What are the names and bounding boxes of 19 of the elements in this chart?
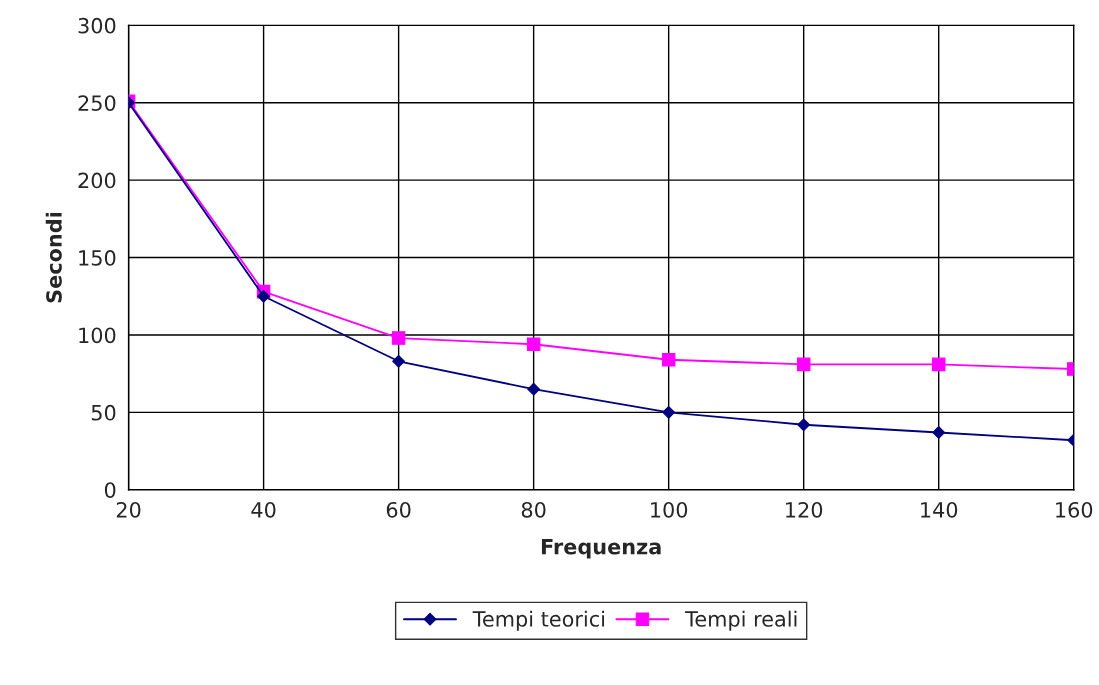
x-tick-label: 40 [251, 501, 276, 518]
legend-label: Tempi reali [685, 610, 797, 631]
y-tick-label: 150 [79, 250, 116, 266]
x-tick-label: 60 [386, 501, 411, 518]
y-tick-label: 0 [104, 482, 116, 498]
y-tick-label: 200 [78, 172, 116, 189]
y-tick-label: 50 [91, 404, 116, 421]
y-axis-title: Secondi [45, 212, 62, 303]
x-tick-label: 140 [921, 501, 958, 518]
x-tick-label: 80 [521, 501, 546, 518]
x-axis-title: Frequenza [541, 539, 661, 559]
legend-label: Tempi teorici [472, 610, 605, 631]
x-tick-label: 20 [116, 501, 141, 518]
y-tick-label: 100 [79, 327, 116, 344]
y-tick-label: 250 [78, 95, 116, 111]
x-tick-label: 100 [651, 501, 688, 518]
x-tick-label: 120 [786, 501, 823, 518]
y-tick-label: 300 [78, 17, 116, 34]
x-tick-label: 160 [1056, 501, 1093, 518]
